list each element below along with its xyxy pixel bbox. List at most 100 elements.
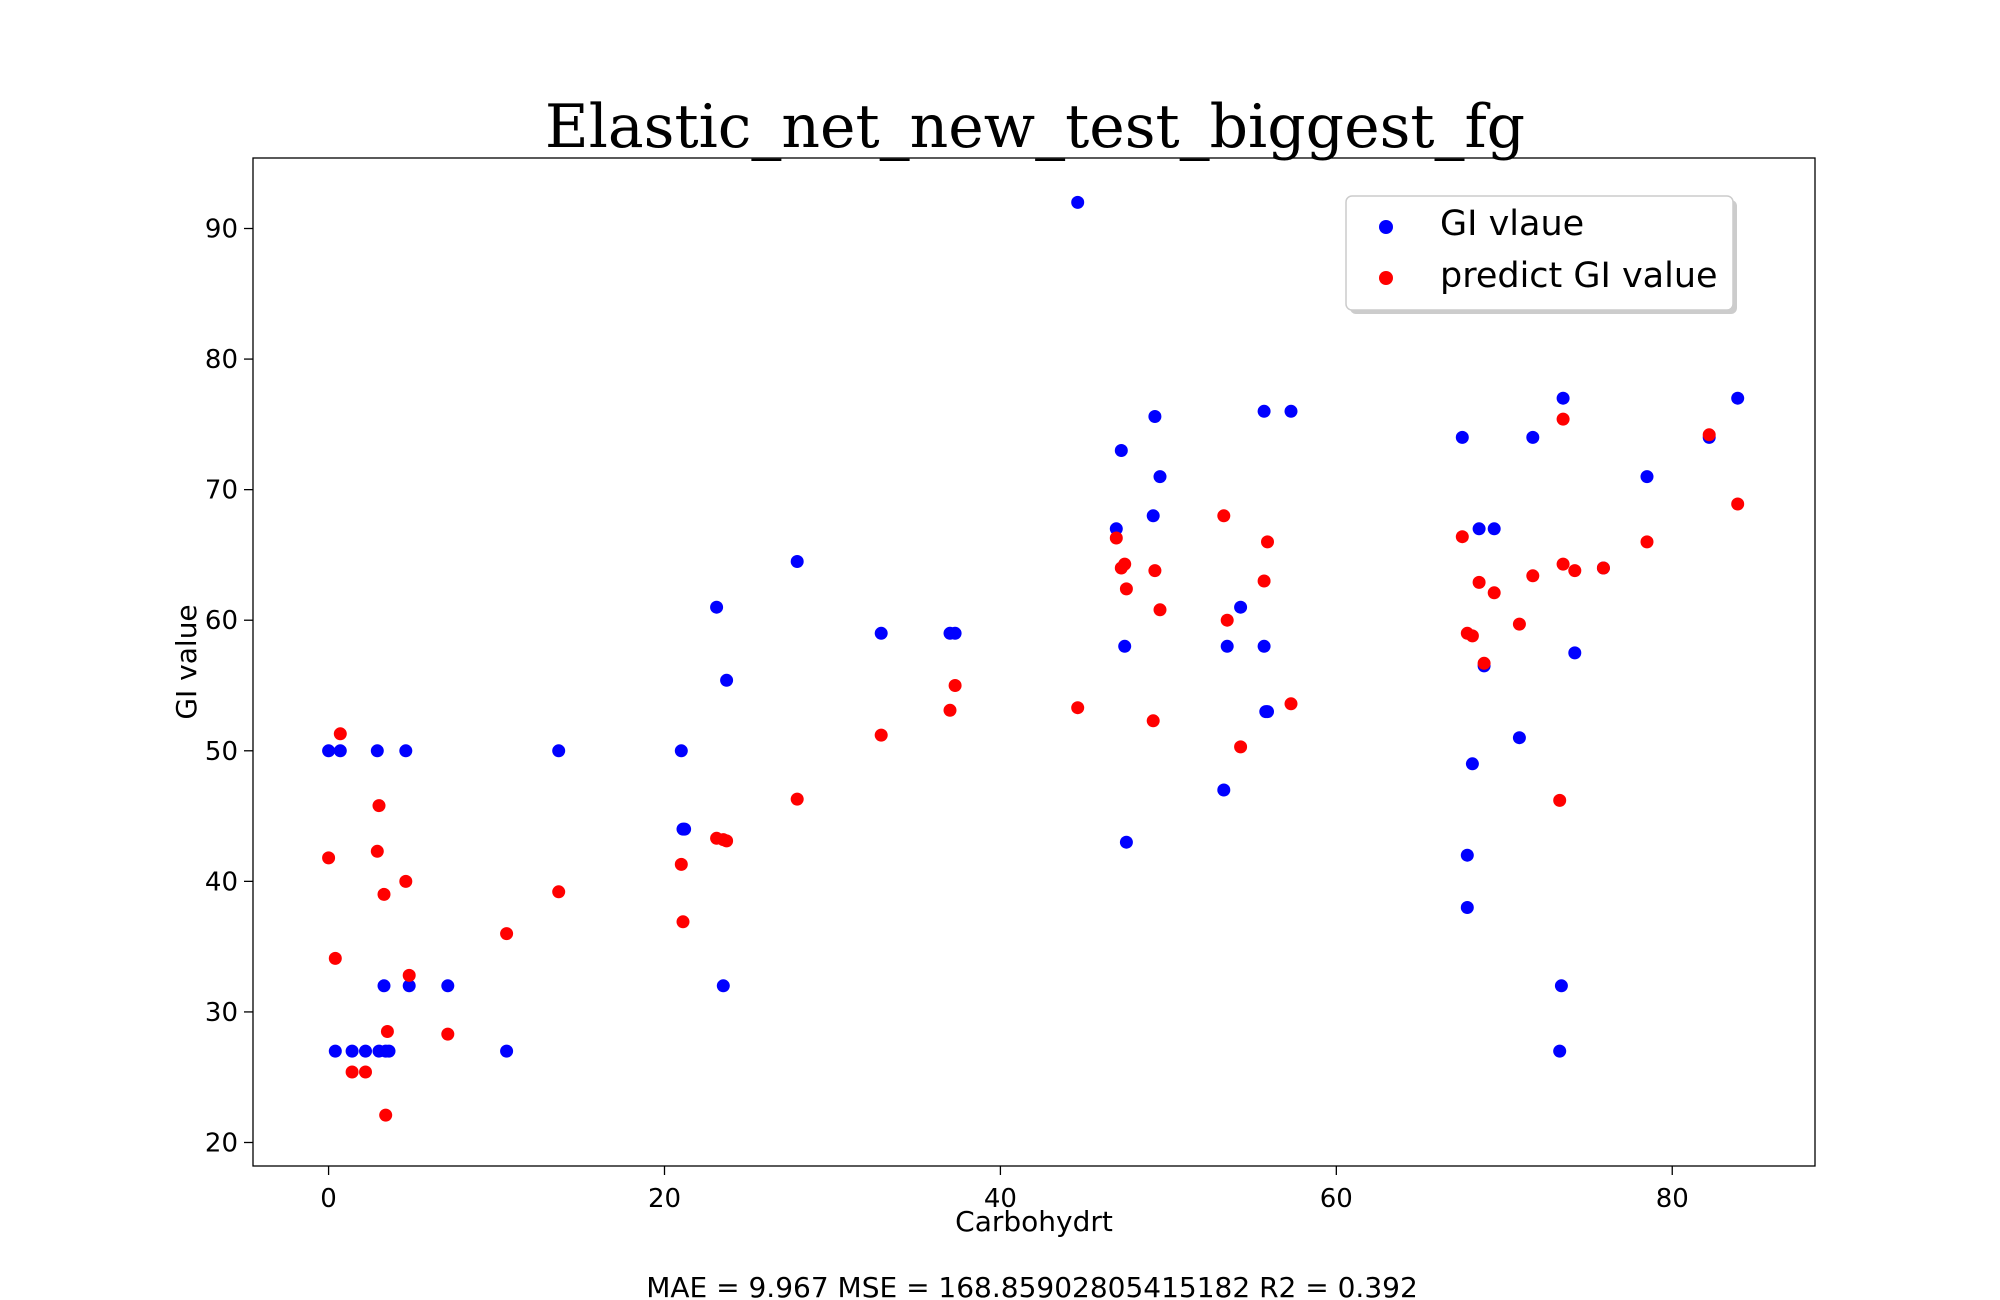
point-series-0-28 bbox=[1118, 639, 1132, 653]
point-series-1-52 bbox=[1702, 428, 1716, 442]
y-tick-label: 80 bbox=[205, 345, 238, 375]
point-series-1-50 bbox=[1596, 561, 1610, 575]
plot-area-frame bbox=[252, 157, 1816, 1167]
point-series-0-12 bbox=[441, 979, 455, 993]
legend-box bbox=[1345, 195, 1734, 311]
point-series-0-44 bbox=[1465, 757, 1479, 771]
metrics-footer: MAE = 9.967 MSE = 168.85902805415182 R2 … bbox=[646, 1271, 1418, 1300]
point-series-0-19 bbox=[716, 979, 730, 993]
point-series-0-50 bbox=[1553, 1044, 1567, 1058]
point-series-1-36 bbox=[1261, 535, 1274, 549]
legend: GI vlaue predict GI value bbox=[1345, 195, 1737, 314]
legend-marker-predict-gi-value bbox=[1379, 271, 1393, 285]
point-series-1-43 bbox=[1487, 586, 1501, 600]
point-series-1-49 bbox=[1568, 564, 1582, 578]
point-series-1-34 bbox=[1234, 740, 1248, 754]
point-series-1-9 bbox=[380, 1025, 394, 1038]
point-series-0-1 bbox=[328, 1044, 342, 1058]
point-series-0-49 bbox=[1526, 430, 1540, 444]
point-series-0-40 bbox=[1284, 404, 1298, 418]
y-tick-label: 40 bbox=[205, 867, 238, 897]
point-series-1-0 bbox=[322, 851, 336, 865]
point-series-0-24 bbox=[948, 626, 962, 640]
point-series-0-37 bbox=[1257, 404, 1271, 418]
point-series-1-20 bbox=[790, 792, 804, 806]
point-series-1-7 bbox=[377, 887, 391, 901]
point-series-1-15 bbox=[674, 857, 688, 871]
point-series-0-36 bbox=[1257, 639, 1271, 653]
point-series-1-37 bbox=[1284, 697, 1298, 711]
point-series-0-22 bbox=[874, 626, 888, 640]
point-series-1-32 bbox=[1217, 509, 1231, 523]
x-tick-label: 40 bbox=[984, 1184, 1017, 1214]
point-series-1-23 bbox=[948, 679, 962, 692]
point-series-0-47 bbox=[1487, 522, 1501, 536]
point-series-1-40 bbox=[1465, 629, 1479, 643]
point-series-0-7 bbox=[377, 979, 391, 993]
y-axis-ticks: 20 30 40 50 60 70 80 90 bbox=[205, 215, 253, 1158]
point-series-0-48 bbox=[1512, 731, 1526, 745]
point-series-0-18 bbox=[710, 600, 724, 614]
point-series-1-1 bbox=[328, 951, 342, 965]
point-series-0-25 bbox=[1071, 195, 1085, 209]
point-series-1-29 bbox=[1146, 714, 1160, 728]
point-series-0-53 bbox=[1568, 646, 1582, 660]
x-tick-label: 80 bbox=[1656, 1184, 1689, 1214]
x-tick-label: 20 bbox=[648, 1184, 681, 1214]
point-series-1-14 bbox=[552, 885, 566, 899]
point-series-0-14 bbox=[552, 744, 566, 758]
point-series-0-30 bbox=[1146, 509, 1160, 523]
x-axis-label: Carbohydrt bbox=[955, 1205, 1113, 1238]
point-series-1-53 bbox=[1731, 497, 1745, 511]
chart-title: Elastic_net_new_test_biggest_fg bbox=[545, 92, 1525, 162]
y-tick-label: 30 bbox=[205, 998, 238, 1028]
point-series-1-51 bbox=[1640, 535, 1654, 549]
point-series-1-8 bbox=[379, 1108, 393, 1122]
point-series-1-24 bbox=[1071, 701, 1085, 715]
y-tick-label: 90 bbox=[205, 215, 238, 245]
y-tick-label: 60 bbox=[205, 606, 238, 636]
point-series-1-45 bbox=[1526, 569, 1540, 583]
point-series-1-3 bbox=[345, 1065, 359, 1079]
point-series-1-46 bbox=[1553, 793, 1567, 807]
point-series-0-35 bbox=[1234, 600, 1248, 614]
point-series-0-20 bbox=[720, 673, 734, 687]
point-series-1-19 bbox=[720, 834, 734, 848]
point-series-0-29 bbox=[1119, 835, 1133, 849]
legend-label-gi-value: GI vlaue bbox=[1440, 204, 1584, 244]
point-series-1-11 bbox=[402, 968, 416, 982]
point-series-0-45 bbox=[1472, 522, 1486, 536]
point-series-1-44 bbox=[1512, 617, 1526, 631]
y-axis-label: GI value bbox=[170, 604, 203, 719]
point-series-0-13 bbox=[500, 1044, 514, 1058]
point-series-0-43 bbox=[1460, 901, 1474, 914]
point-series-1-6 bbox=[372, 799, 386, 813]
points-layer bbox=[322, 195, 1745, 1122]
y-tick-label: 20 bbox=[205, 1128, 238, 1158]
point-series-1-27 bbox=[1118, 557, 1132, 571]
point-series-1-41 bbox=[1472, 575, 1486, 589]
point-series-0-52 bbox=[1556, 391, 1570, 405]
point-series-1-30 bbox=[1148, 564, 1162, 578]
point-series-0-27 bbox=[1114, 444, 1128, 457]
point-series-1-12 bbox=[441, 1027, 455, 1041]
point-series-1-13 bbox=[500, 927, 514, 941]
point-series-0-32 bbox=[1153, 470, 1167, 484]
point-series-0-33 bbox=[1217, 783, 1231, 797]
point-series-0-17 bbox=[678, 822, 692, 836]
point-series-0-26 bbox=[1109, 522, 1123, 536]
point-series-1-28 bbox=[1119, 582, 1133, 596]
legend-marker-gi-value bbox=[1379, 220, 1393, 234]
x-tick-label: 60 bbox=[1320, 1184, 1353, 1214]
point-series-0-55 bbox=[1640, 470, 1654, 484]
point-series-0-51 bbox=[1554, 979, 1568, 993]
point-series-0-0 bbox=[322, 744, 336, 758]
point-series-0-10 bbox=[399, 744, 413, 758]
y-tick-label: 70 bbox=[205, 476, 238, 506]
point-series-0-5 bbox=[370, 744, 384, 758]
point-series-0-3 bbox=[345, 1044, 359, 1058]
point-series-0-57 bbox=[1731, 391, 1745, 405]
legend-label-predict-gi-value: predict GI value bbox=[1440, 256, 1718, 296]
point-series-1-10 bbox=[399, 874, 413, 888]
